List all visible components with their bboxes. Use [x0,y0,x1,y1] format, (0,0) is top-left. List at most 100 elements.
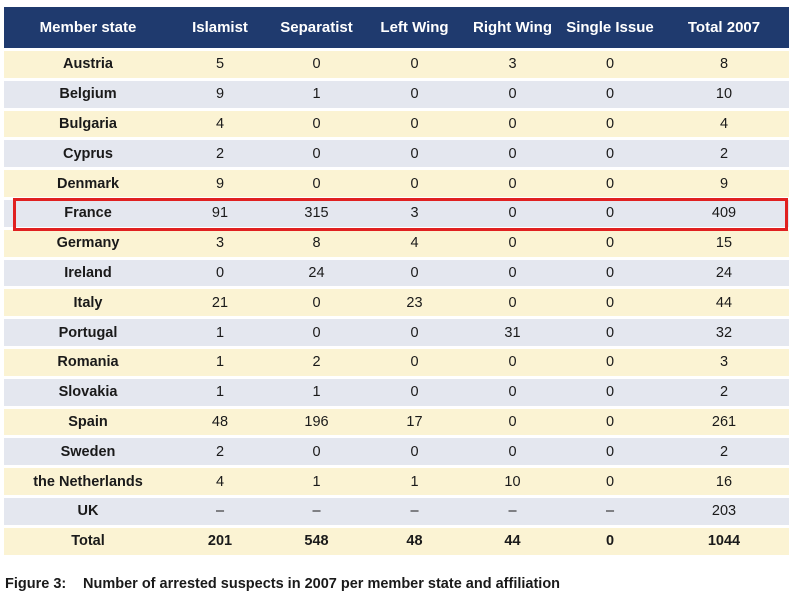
table-row: Spain 48 196 17 0 0 261 [4,408,789,436]
cell-right-wing: 0 [464,170,561,197]
cell-single-issue: 0 [561,319,659,346]
cell-right-wing: 0 [464,229,561,257]
table-row: Austria 5 0 0 3 0 8 [4,51,789,78]
cell-right-wing: 0 [464,80,561,108]
total-member-state: Total [4,527,172,555]
cell-total-2007: 24 [659,259,789,287]
cell-right-wing: 0 [464,259,561,287]
cell-separatist: 0 [268,438,365,466]
cell-right-wing: 0 [464,199,561,227]
table-body: Austria 5 0 0 3 0 8 Belgium 9 1 0 0 0 10 Bulgaria 4 0 0 0 0… [4,51,789,555]
header-separatist: Separatist [268,7,365,48]
cell-separatist: 0 [268,140,365,168]
cell-left-wing: 23 [365,289,464,317]
table-row: Ireland 0 24 0 0 0 24 [4,259,789,287]
cell-right-wing: 0 [464,348,561,376]
cell-member-state: Ireland [4,259,172,287]
cell-member-state: Denmark [4,170,172,197]
cell-right-wing: 0 [464,140,561,168]
cell-member-state: Romania [4,348,172,376]
cell-islamist: 5 [172,51,268,78]
arrests-table: Member state Islamist Separatist Left Wi… [4,4,789,558]
cell-member-state: Austria [4,51,172,78]
cell-right-wing: 10 [464,468,561,495]
cell-left-wing: 17 [365,408,464,436]
cell-left-wing: 0 [365,259,464,287]
cell-left-wing: 1 [365,468,464,495]
cell-islamist: 1 [172,319,268,346]
table-row: Romania 1 2 0 0 0 3 [4,348,789,376]
cell-right-wing: – [464,497,561,525]
cell-total-2007: 8 [659,51,789,78]
cell-single-issue: 0 [561,229,659,257]
cell-total-2007: 10 [659,80,789,108]
cell-total-2007: 409 [659,199,789,227]
cell-total-2007: 44 [659,289,789,317]
cell-left-wing: 0 [365,319,464,346]
table-row: Belgium 9 1 0 0 0 10 [4,80,789,108]
cell-member-state: UK [4,497,172,525]
cell-left-wing: – [365,497,464,525]
cell-left-wing: 0 [365,438,464,466]
table-row: France 91 315 3 0 0 409 [4,199,789,227]
cell-separatist: 8 [268,229,365,257]
cell-islamist: 91 [172,199,268,227]
cell-left-wing: 0 [365,170,464,197]
cell-member-state: Italy [4,289,172,317]
total-islamist: 201 [172,527,268,555]
cell-islamist: 21 [172,289,268,317]
cell-right-wing: 0 [464,438,561,466]
cell-member-state: Belgium [4,80,172,108]
cell-left-wing: 0 [365,348,464,376]
cell-islamist: 9 [172,170,268,197]
cell-single-issue: 0 [561,468,659,495]
cell-total-2007: 2 [659,378,789,406]
cell-left-wing: 0 [365,110,464,138]
cell-separatist: 1 [268,468,365,495]
cell-single-issue: – [561,497,659,525]
cell-right-wing: 3 [464,51,561,78]
total-right-wing: 44 [464,527,561,555]
figure-caption-text: Number of arrested suspects in 2007 per … [83,576,561,592]
cell-right-wing: 0 [464,110,561,138]
cell-single-issue: 0 [561,289,659,317]
cell-total-2007: 15 [659,229,789,257]
header-total-2007: Total 2007 [659,7,789,48]
cell-member-state: Sweden [4,438,172,466]
cell-separatist: 0 [268,110,365,138]
cell-member-state: the Netherlands [4,468,172,495]
cell-total-2007: 2 [659,140,789,168]
cell-left-wing: 0 [365,140,464,168]
cell-left-wing: 4 [365,229,464,257]
cell-single-issue: 0 [561,170,659,197]
cell-single-issue: 0 [561,110,659,138]
cell-islamist: 2 [172,438,268,466]
cell-total-2007: 4 [659,110,789,138]
table-row: Italy 21 0 23 0 0 44 [4,289,789,317]
cell-single-issue: 0 [561,259,659,287]
cell-islamist: 1 [172,378,268,406]
header-islamist: Islamist [172,7,268,48]
table-row: Bulgaria 4 0 0 0 0 4 [4,110,789,138]
cell-islamist: 4 [172,468,268,495]
cell-single-issue: 0 [561,378,659,406]
total-left-wing: 48 [365,527,464,555]
cell-islamist: 2 [172,140,268,168]
cell-total-2007: 9 [659,170,789,197]
cell-separatist: 24 [268,259,365,287]
cell-islamist: – [172,497,268,525]
cell-single-issue: 0 [561,140,659,168]
table-row: Slovakia 1 1 0 0 0 2 [4,378,789,406]
cell-separatist: 1 [268,80,365,108]
cell-single-issue: 0 [561,438,659,466]
table-row: Cyprus 2 0 0 0 0 2 [4,140,789,168]
cell-separatist: 0 [268,170,365,197]
cell-total-2007: 32 [659,319,789,346]
table-header-row: Member state Islamist Separatist Left Wi… [4,7,789,48]
cell-single-issue: 0 [561,51,659,78]
total-total-2007: 1044 [659,527,789,555]
cell-separatist: 0 [268,319,365,346]
cell-left-wing: 0 [365,51,464,78]
table-row: Germany 3 8 4 0 0 15 [4,229,789,257]
header-member-state: Member state [4,7,172,48]
